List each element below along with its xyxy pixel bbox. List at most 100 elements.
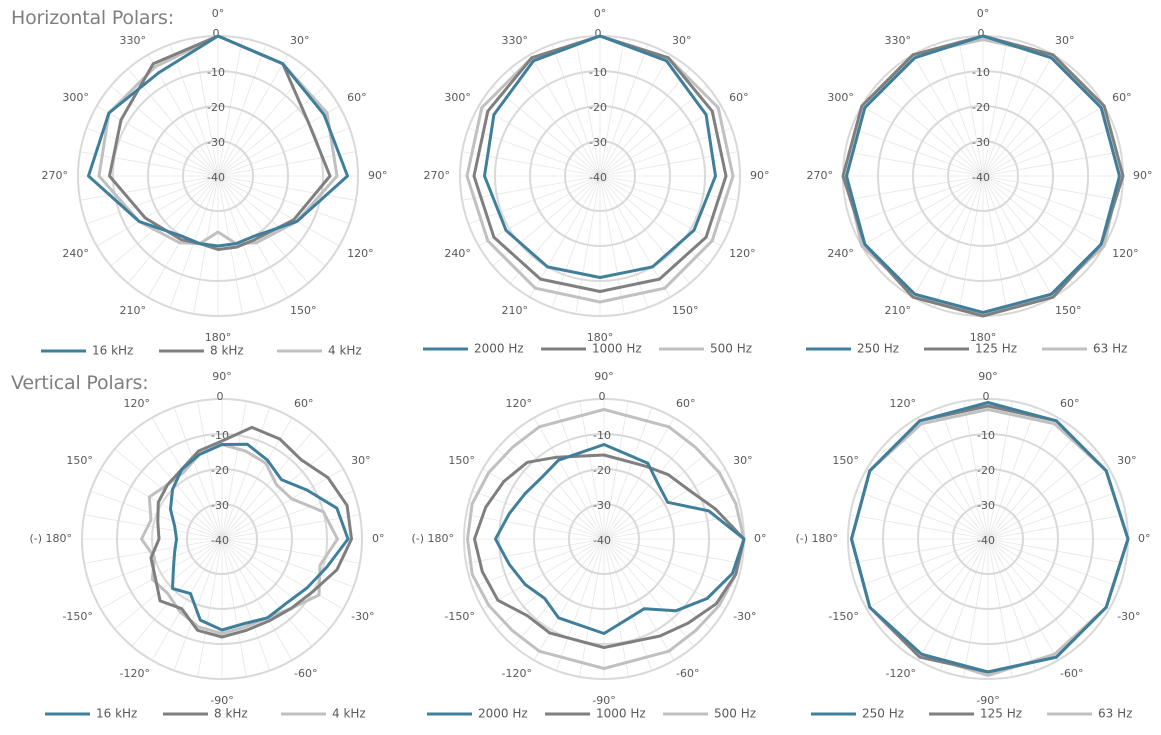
- angle-label: 30°: [1055, 34, 1075, 47]
- grid-ring: [947, 140, 1019, 212]
- angle-label: 330°: [885, 34, 912, 47]
- angle-label: 300°: [827, 91, 854, 104]
- angle-label: 150°: [1055, 304, 1082, 317]
- radial-tick-label: -40: [589, 171, 607, 184]
- angle-label: -150°: [828, 610, 858, 623]
- angle-label: 330°: [502, 34, 529, 47]
- series-line-250-hz: [850, 401, 1130, 674]
- legend-label: 4 kHz: [328, 344, 362, 358]
- radial-tick-label: 0: [978, 27, 985, 40]
- grid-ring: [151, 468, 293, 610]
- grid-ring: [112, 70, 324, 282]
- angle-label: 90°: [212, 370, 232, 383]
- legend-label: 250 Hz: [862, 707, 904, 721]
- grid-ring: [882, 433, 1094, 645]
- radial-tick-label: 0: [595, 27, 602, 40]
- polar-chart-h-mid: 0 -10 -20 -30 -40 0° 30° 60° 90° 120° 150° 180° 210°…: [423, 7, 770, 356]
- legend-label: 4 kHz: [332, 707, 366, 721]
- grid-ring: [498, 433, 710, 645]
- angle-label: 150°: [832, 454, 859, 467]
- grid-ring: [912, 105, 1054, 247]
- angle-label: 210°: [502, 304, 529, 317]
- angle-label: 270°: [424, 169, 451, 182]
- vertical-polars-title: Vertical Polars:: [11, 372, 149, 394]
- angle-label: 60°: [1112, 91, 1132, 104]
- angle-label: 30°: [733, 454, 753, 467]
- angle-label: 150°: [66, 454, 93, 467]
- angle-label: 300°: [444, 91, 471, 104]
- angle-label: 0°: [754, 532, 767, 545]
- series-line-8-khz: [149, 425, 353, 639]
- angle-label: 180°: [205, 331, 232, 344]
- legend-label: 125 Hz: [975, 342, 1017, 356]
- angle-label: 90°: [368, 169, 388, 182]
- angle-label: -120°: [120, 667, 150, 680]
- polar-chart-h-low: 0 -10 -20 -30 -40 0° 30° 60° 90° 120° 150° 180° 210°…: [806, 7, 1153, 356]
- angle-label: -30°: [733, 610, 756, 623]
- angle-label: 120°: [729, 247, 756, 260]
- angle-label: 60°: [294, 397, 314, 410]
- legend-label: 1000 Hz: [592, 342, 642, 356]
- radial-tick-label: -20: [972, 101, 990, 114]
- angle-label: 270°: [42, 169, 69, 182]
- radial-tick-label: -20: [593, 464, 611, 477]
- angle-label: (-) 180°: [795, 532, 838, 545]
- polar-chart-v-high: 0-10-20-30-4090°60°30°0°-30°-60°-90°-120…: [29, 370, 384, 721]
- angle-label: 120°: [890, 397, 917, 410]
- angle-label: 60°: [729, 91, 749, 104]
- legend: 16 kHz 8 kHz 4 kHz: [41, 344, 362, 358]
- grid-ring: [494, 70, 706, 282]
- legend-label: 2000 Hz: [478, 707, 528, 721]
- radial-tick-label: -20: [207, 101, 225, 114]
- angle-label: 180°: [587, 331, 614, 344]
- grid-ring: [186, 503, 258, 575]
- angle-label: 210°: [120, 304, 147, 317]
- radial-tick-label: -40: [977, 534, 995, 547]
- radial-tick-label: -10: [207, 66, 225, 79]
- angle-label: 120°: [1112, 247, 1139, 260]
- angle-label: 0°: [1138, 532, 1151, 545]
- grid-ring: [564, 140, 636, 212]
- series-line-125-hz: [841, 34, 1125, 318]
- radial-tick-label: -40: [207, 171, 225, 184]
- series-line-8-khz: [108, 34, 332, 251]
- radial-tick-label: 0: [217, 390, 224, 403]
- grid-ring: [533, 468, 675, 610]
- angle-label: 90°: [1133, 169, 1153, 182]
- angle-label: 150°: [448, 454, 475, 467]
- grid-ring: [182, 140, 254, 212]
- legend: 250 Hz 125 Hz 63 Hz: [811, 707, 1132, 721]
- angle-label: 60°: [676, 397, 696, 410]
- angle-label: -90°: [210, 694, 233, 707]
- polar-chart-h-high: 0 -10 -20 -30 -40 0° 30° 60° 90° 120° 150° 180° 210°…: [41, 7, 388, 358]
- legend-label: 500 Hz: [710, 342, 752, 356]
- angle-label: 90°: [978, 370, 998, 383]
- angle-label: 240°: [444, 247, 471, 260]
- angle-label: 120°: [124, 397, 151, 410]
- angle-label: -60°: [1060, 667, 1083, 680]
- angle-label: 90°: [750, 169, 770, 182]
- legend-label: 125 Hz: [980, 707, 1022, 721]
- radial-tick-label: -10: [977, 429, 995, 442]
- angle-label: 60°: [347, 91, 367, 104]
- legend-label: 500 Hz: [714, 707, 756, 721]
- radial-tick-label: -30: [589, 136, 607, 149]
- angle-label: -60°: [294, 667, 317, 680]
- angle-label: 0°: [372, 532, 385, 545]
- legend-label: 63 Hz: [1098, 707, 1132, 721]
- legend-label: 2000 Hz: [474, 342, 524, 356]
- angle-label: -150°: [62, 610, 92, 623]
- radial-tick-label: -10: [589, 66, 607, 79]
- angle-label: 330°: [120, 34, 147, 47]
- angle-label: 30°: [672, 34, 692, 47]
- legend: 16 kHz 8 kHz 4 kHz: [45, 707, 366, 721]
- series-line-4-khz: [140, 443, 339, 635]
- angle-label: -90°: [976, 694, 999, 707]
- radial-tick-label: -30: [977, 499, 995, 512]
- angle-label: -60°: [676, 667, 699, 680]
- radial-tick-label: -40: [211, 534, 229, 547]
- angle-label: (-) 180°: [411, 532, 454, 545]
- angle-label: 150°: [290, 304, 317, 317]
- angle-label: -90°: [592, 694, 615, 707]
